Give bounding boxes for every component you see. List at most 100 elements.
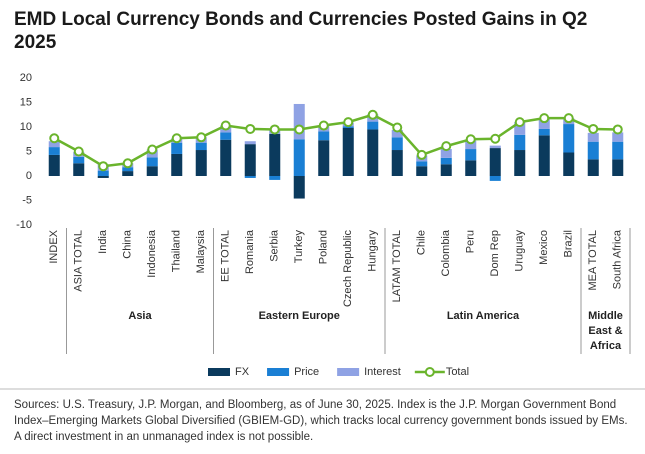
bar-segment <box>146 166 158 176</box>
legend-swatch <box>267 368 290 376</box>
legend-label: Total <box>446 366 469 378</box>
group-label: Latin America <box>446 310 520 322</box>
bar-segment <box>146 157 158 167</box>
x-tick-label: India <box>97 229 109 254</box>
x-tick-label: Thailand <box>171 230 183 272</box>
total-marker <box>367 109 378 120</box>
bar-segment <box>391 150 403 176</box>
x-tick-label: Brazil <box>563 230 575 258</box>
x-tick-label: MEA TOTAL <box>587 230 599 291</box>
bar-segment <box>293 139 305 176</box>
y-tick-label: 5 <box>26 145 32 157</box>
bar-segment <box>48 141 60 148</box>
legend-label: FX <box>235 366 250 378</box>
x-tick-label: Turkey <box>293 230 305 264</box>
bar-segment <box>587 159 599 176</box>
bar-segment <box>318 140 330 176</box>
bar-segment <box>538 135 550 176</box>
bar-segment <box>122 171 134 176</box>
x-tick-label: Peru <box>465 230 477 253</box>
total-marker <box>171 133 182 144</box>
bar-segment <box>465 149 477 161</box>
x-tick-label: Poland <box>318 230 330 264</box>
y-tick-label: -10 <box>16 219 32 231</box>
total-marker <box>416 149 427 160</box>
bar-segment <box>563 124 575 153</box>
bar-segment <box>293 103 305 140</box>
bar-segment <box>514 150 526 176</box>
group-label: Middle East & Africa <box>588 310 623 352</box>
x-tick-label: Dom Rep <box>489 230 501 276</box>
total-marker <box>294 124 305 135</box>
bar-segment <box>48 154 60 176</box>
total-marker <box>98 161 109 172</box>
group-label: Eastern Europe <box>258 310 340 322</box>
y-tick-label: 0 <box>26 170 32 182</box>
bar-segment <box>367 121 379 130</box>
bar-segment <box>269 176 281 180</box>
total-marker <box>147 144 158 155</box>
total-marker <box>490 133 501 144</box>
total-marker <box>196 132 207 143</box>
y-tick-label: 10 <box>20 121 32 133</box>
x-tick-label: Uruguay <box>514 230 526 272</box>
bar-segment <box>514 134 526 151</box>
bar-segment <box>244 176 256 178</box>
bar-segment <box>293 176 305 199</box>
bar-segment <box>342 127 354 176</box>
x-tick-label: South Africa <box>612 229 624 289</box>
x-tick-label: Hungary <box>367 230 379 272</box>
x-tick-label: Indonesia <box>146 229 158 278</box>
x-tick-label: China <box>122 229 134 259</box>
bar-segment <box>97 170 109 176</box>
bar-segment <box>122 167 134 172</box>
bar-segment <box>171 153 183 176</box>
total-marker <box>269 124 280 135</box>
bar-segment <box>318 131 330 141</box>
y-tick-label: 15 <box>20 96 32 108</box>
x-tick-label: Colombia <box>440 229 452 276</box>
total-marker <box>245 123 256 134</box>
bar-segment <box>440 149 452 158</box>
bar-segment <box>489 148 501 176</box>
bar-segment <box>465 140 477 150</box>
total-marker <box>514 117 525 128</box>
x-tick-label: Czech Republic <box>342 230 354 308</box>
bar-segment <box>195 150 207 176</box>
y-tick-label: 20 <box>20 72 32 84</box>
total-marker <box>465 134 476 145</box>
bar-segment <box>538 118 550 129</box>
x-tick-label: Romania <box>244 229 256 274</box>
bar-segment <box>391 137 403 151</box>
legend-swatch <box>208 368 230 376</box>
y-tick-label: -5 <box>22 194 32 206</box>
total-marker <box>612 124 623 135</box>
bar-segment <box>342 126 354 128</box>
x-tick-label: INDEX <box>48 229 60 263</box>
total-marker <box>441 141 452 152</box>
bar-segment <box>612 132 624 142</box>
source-note: Sources: U.S. Treasury, J.P. Morgan, and… <box>14 399 628 443</box>
bar-segment <box>440 157 452 165</box>
legend-label: Price <box>294 366 319 378</box>
bar-segment <box>489 145 501 149</box>
bar-segment <box>514 122 526 135</box>
bar-segment <box>220 132 232 140</box>
x-tick-label: Malaysia <box>195 229 207 273</box>
x-tick-label: Chile <box>416 230 428 255</box>
x-tick-label: Serbia <box>269 229 281 262</box>
total-line <box>53 113 618 168</box>
bar-segment <box>416 166 428 176</box>
bar-segment <box>171 142 183 154</box>
x-tick-label: Mexico <box>538 230 550 265</box>
total-marker <box>318 120 329 131</box>
bar-segment <box>48 147 60 155</box>
chart-title: EMD Local Currency Bonds and Currencies … <box>14 9 588 53</box>
bar-segment <box>563 152 575 176</box>
total-marker <box>539 113 550 124</box>
bar-segment <box>587 141 599 160</box>
x-tick-label: ASIA TOTAL <box>73 230 85 292</box>
bar-segment <box>416 161 428 167</box>
